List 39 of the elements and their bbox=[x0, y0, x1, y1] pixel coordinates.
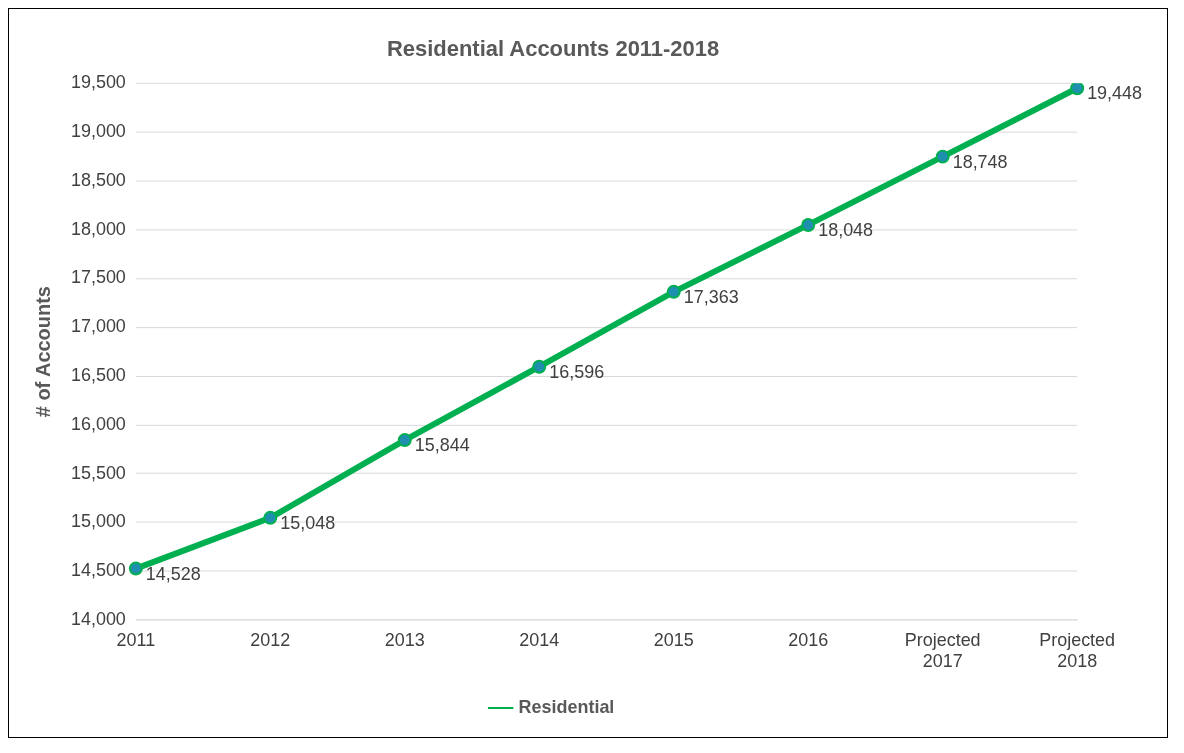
data-label: 17,363 bbox=[683, 286, 739, 307]
point bbox=[397, 433, 412, 448]
point bbox=[935, 149, 950, 164]
y-tick-label: 17,500 bbox=[70, 267, 126, 288]
y-tick-label: 14,000 bbox=[70, 609, 126, 630]
y-axis-title: # of Accounts bbox=[32, 286, 55, 418]
point bbox=[128, 561, 143, 576]
x-tick-label: 2015 bbox=[653, 629, 694, 650]
point bbox=[666, 284, 681, 299]
y-tick-label: 15,000 bbox=[70, 511, 126, 532]
y-tick-label: 14,500 bbox=[70, 560, 126, 581]
x-tick-label: Projected 2018 bbox=[1039, 629, 1116, 672]
data-label: 14,528 bbox=[145, 563, 201, 584]
data-label: 15,048 bbox=[280, 512, 336, 533]
data-label: 19,448 bbox=[1087, 83, 1143, 104]
y-tick-label: 17,000 bbox=[70, 316, 126, 337]
legend-label: Residential bbox=[518, 697, 615, 718]
point bbox=[263, 510, 278, 525]
y-tick-label: 15,500 bbox=[70, 462, 126, 483]
y-tick-label: 16,000 bbox=[70, 413, 126, 434]
x-tick-label: Projected 2017 bbox=[904, 629, 981, 672]
x-tick-label: 2016 bbox=[788, 629, 829, 650]
y-tick-label: 19,500 bbox=[70, 72, 126, 93]
data-label: 15,844 bbox=[414, 435, 470, 456]
x-tick-label: 2014 bbox=[519, 629, 560, 650]
y-tick-label: 18,000 bbox=[70, 218, 126, 239]
point bbox=[801, 217, 816, 232]
y-tick-label: 16,500 bbox=[70, 365, 126, 386]
x-tick-label: 2011 bbox=[116, 629, 156, 650]
data-label: 18,748 bbox=[952, 151, 1008, 172]
x-tick-label: 2013 bbox=[384, 629, 425, 650]
data-label: 18,048 bbox=[818, 219, 874, 240]
y-tick-label: 18,500 bbox=[70, 169, 126, 190]
y-tick-label: 19,000 bbox=[70, 120, 126, 141]
data-label: 16,596 bbox=[549, 361, 605, 382]
point bbox=[1070, 83, 1085, 96]
point bbox=[532, 359, 547, 374]
x-tick-label: 2012 bbox=[250, 629, 291, 650]
chart-title: Residential Accounts 2011-2018 bbox=[386, 36, 720, 62]
